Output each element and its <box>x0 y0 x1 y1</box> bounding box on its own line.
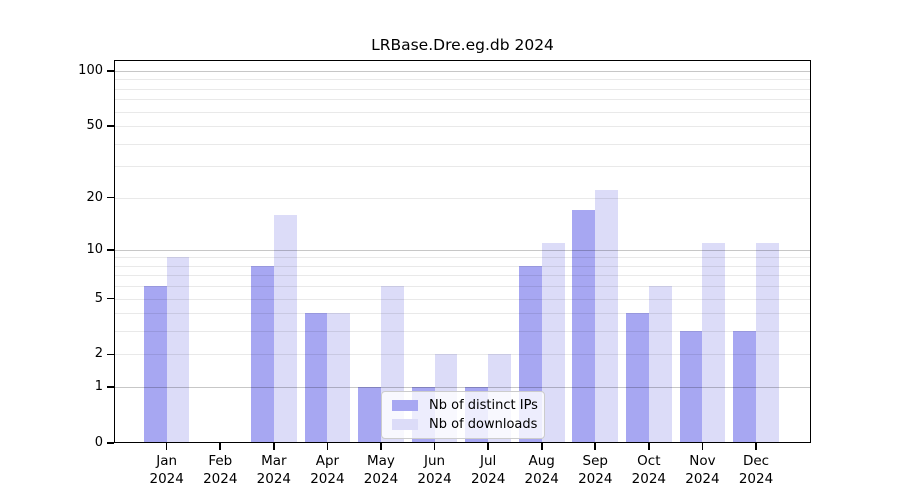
y-tick-label-50: 50 <box>86 118 103 134</box>
x-tick-may <box>380 443 382 450</box>
bar-mar-downloads <box>273 214 297 442</box>
gridline-y30 <box>114 166 811 168</box>
bar-dec-distinct-ips <box>733 331 756 442</box>
bar-mar-distinct-ips <box>251 265 274 442</box>
y-tick-50 <box>107 125 114 127</box>
gridline-y4 <box>114 313 811 315</box>
y-tick-10 <box>107 248 114 251</box>
x-tick-label-may: May 2024 <box>363 453 399 487</box>
gridline-y80 <box>114 88 811 90</box>
x-tick-label-jan: Jan 2024 <box>149 453 184 487</box>
gridline-y8 <box>114 265 811 267</box>
x-tick-dec <box>755 443 757 450</box>
plot-area <box>114 60 811 443</box>
y-tick-label-2: 2 <box>94 346 103 362</box>
bar-may-distinct-ips <box>358 387 381 442</box>
gridline-y100 <box>114 71 811 72</box>
x-tick-label-sep: Sep 2024 <box>578 453 613 487</box>
x-tick-label-apr: Apr 2024 <box>310 453 345 487</box>
gridline-y40 <box>114 143 811 145</box>
bar-aug-downloads <box>541 242 565 442</box>
legend-label-distinct-ips: Nb of distinct IPs <box>429 398 538 413</box>
gridline-y6 <box>114 286 811 288</box>
x-tick-jun <box>433 443 436 450</box>
gridline-y9 <box>114 257 811 259</box>
gridline-y2 <box>114 354 811 356</box>
y-tick-label-20: 20 <box>86 189 103 205</box>
gridline-y3 <box>114 331 811 333</box>
gridline-y90 <box>114 79 811 81</box>
bar-sep-distinct-ips <box>572 210 596 442</box>
gridline-y7 <box>114 275 811 277</box>
x-tick-nov <box>701 443 704 450</box>
y-tick-label-100: 100 <box>78 63 103 78</box>
x-tick-label-aug: Aug 2024 <box>524 453 559 487</box>
legend-swatch-distinct-ips <box>392 400 418 411</box>
gridline-y20 <box>114 197 811 199</box>
x-tick-feb <box>219 443 222 450</box>
bar-jan-distinct-ips <box>143 286 167 442</box>
x-tick-label-jul: Jul 2024 <box>470 453 506 487</box>
legend-label-downloads: Nb of downloads <box>429 417 538 432</box>
x-tick-sep <box>594 443 597 450</box>
bar-nov-downloads <box>702 242 726 442</box>
y-tick-100 <box>107 70 114 72</box>
x-tick-label-feb: Feb 2024 <box>203 453 238 487</box>
y-tick-5 <box>107 297 114 300</box>
bar-oct-distinct-ips <box>626 313 649 442</box>
gridline-y1 <box>114 387 811 389</box>
bar-apr-downloads <box>327 313 351 442</box>
y-tick-0 <box>107 442 114 444</box>
bar-nov-distinct-ips <box>679 331 703 442</box>
legend-item-downloads: Nb of downloads <box>388 415 538 434</box>
x-tick-label-dec: Dec 2024 <box>738 453 774 487</box>
bar-sep-downloads <box>595 190 619 442</box>
y-tick-1 <box>107 386 114 388</box>
y-tick-label-0: 0 <box>94 435 103 450</box>
legend: Nb of distinct IPs Nb of downloads <box>381 391 545 439</box>
gridline-y50 <box>114 126 811 128</box>
bar-oct-downloads <box>648 286 672 442</box>
bar-dec-downloads <box>756 242 779 442</box>
x-tick-jan <box>165 443 168 450</box>
gridline-y5 <box>114 298 811 300</box>
x-tick-label-nov: Nov 2024 <box>685 453 720 487</box>
legend-swatch-downloads <box>392 419 418 430</box>
bar-jan-downloads <box>166 257 190 442</box>
x-tick-jul <box>487 443 489 450</box>
gridline-y60 <box>114 111 811 113</box>
gridline-y10 <box>114 249 811 251</box>
x-tick-oct <box>648 443 650 450</box>
y-tick-label-10: 10 <box>86 241 103 257</box>
x-tick-label-oct: Oct 2024 <box>631 453 667 487</box>
x-tick-apr <box>326 443 329 450</box>
y-tick-label-1: 1 <box>94 379 103 395</box>
x-tick-label-jun: Jun 2024 <box>417 453 452 487</box>
x-tick-mar <box>273 443 275 450</box>
legend-item-distinct-ips: Nb of distinct IPs <box>388 396 538 415</box>
bar-apr-distinct-ips <box>304 313 328 442</box>
y-tick-2 <box>107 353 114 356</box>
x-tick-aug <box>540 443 543 450</box>
gridline-y70 <box>114 99 811 101</box>
y-tick-20 <box>107 196 114 199</box>
chart-title: LRBase.Dre.eg.db 2024 <box>371 36 554 54</box>
y-tick-label-5: 5 <box>94 290 103 306</box>
x-tick-label-mar: Mar 2024 <box>256 453 292 487</box>
